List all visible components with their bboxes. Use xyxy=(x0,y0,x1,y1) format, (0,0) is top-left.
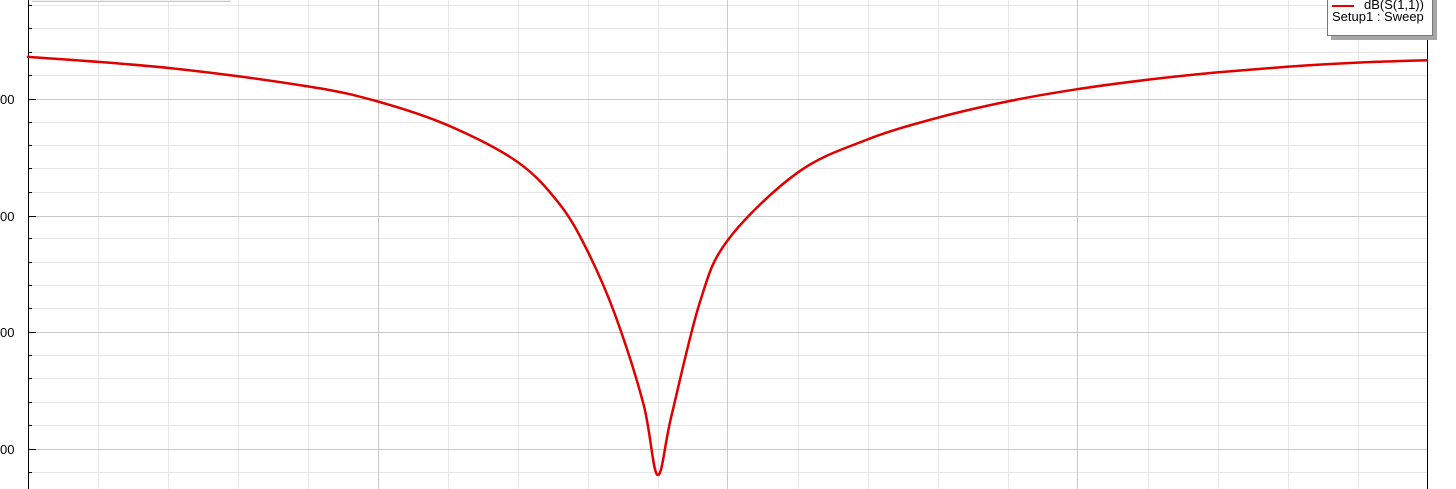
y-tick-label: 00 xyxy=(0,442,14,457)
y-axis-ticks xyxy=(28,5,36,473)
legend-setup-label: Setup1 : Sweep xyxy=(1332,9,1424,24)
series-line-dB-S11 xyxy=(26,55,1429,477)
y-tick-label: 00 xyxy=(0,325,14,340)
legend-series-label: dB(S(1,1)) xyxy=(1364,0,1424,12)
y-tick-label: 00 xyxy=(0,92,14,107)
legend-swatch xyxy=(1332,4,1354,7)
top-toolbar-edge xyxy=(32,0,231,2)
major-grid xyxy=(28,0,1427,489)
legend-entry-series: dB(S(1,1)) xyxy=(1332,0,1424,11)
legend[interactable]: dB(S(1,1)) Setup1 : Sweep xyxy=(1327,0,1433,36)
y-tick-label: 00 xyxy=(0,209,14,224)
y-axis-labels: 00 00 00 00 xyxy=(0,92,14,457)
